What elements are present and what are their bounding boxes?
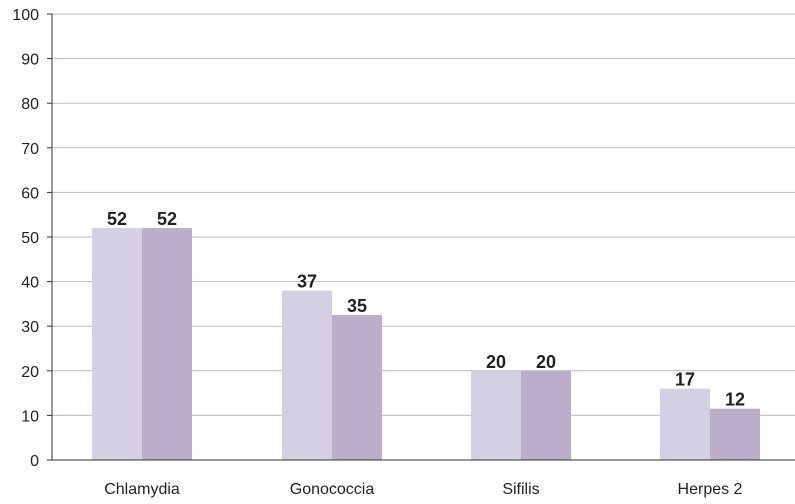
y-tick-label: 100 <box>12 7 39 24</box>
x-tick-label: Sifilis <box>502 481 539 498</box>
x-tick-label: Herpes 2 <box>678 481 743 498</box>
data-label: 20 <box>486 352 506 372</box>
labels: 0 10 20 30 40 50 60 70 80 90 100 52 52 Chlamydia 37 35 G… <box>12 7 745 498</box>
bar <box>521 370 571 460</box>
y-tick-label: 40 <box>21 275 39 292</box>
y-tick-label: 70 <box>21 141 39 158</box>
y-tick-label: 30 <box>21 319 39 336</box>
y-tick-label: 90 <box>21 52 39 69</box>
x-tick-label: Chlamydia <box>104 481 180 498</box>
y-tick-label: 60 <box>21 185 39 202</box>
y-tick-label: 0 <box>30 453 39 470</box>
data-label: 52 <box>107 209 127 229</box>
y-tick-label: 10 <box>21 408 39 425</box>
bars <box>92 228 760 460</box>
y-tick-label: 20 <box>21 364 39 381</box>
x-tick-label: Gonococcia <box>290 481 375 498</box>
data-label: 37 <box>297 272 317 292</box>
data-label: 35 <box>347 296 367 316</box>
bar <box>282 290 332 460</box>
bar <box>660 388 710 460</box>
bar <box>142 228 192 460</box>
y-tick-label: 80 <box>21 96 39 113</box>
data-label: 52 <box>157 209 177 229</box>
axes <box>47 13 795 461</box>
data-label: 20 <box>536 352 556 372</box>
y-tick-label: 50 <box>21 230 39 247</box>
bar <box>471 370 521 460</box>
bar <box>332 315 382 460</box>
bar <box>710 408 760 460</box>
bar <box>92 228 142 460</box>
data-label: 12 <box>725 390 745 410</box>
data-label: 17 <box>675 370 695 390</box>
